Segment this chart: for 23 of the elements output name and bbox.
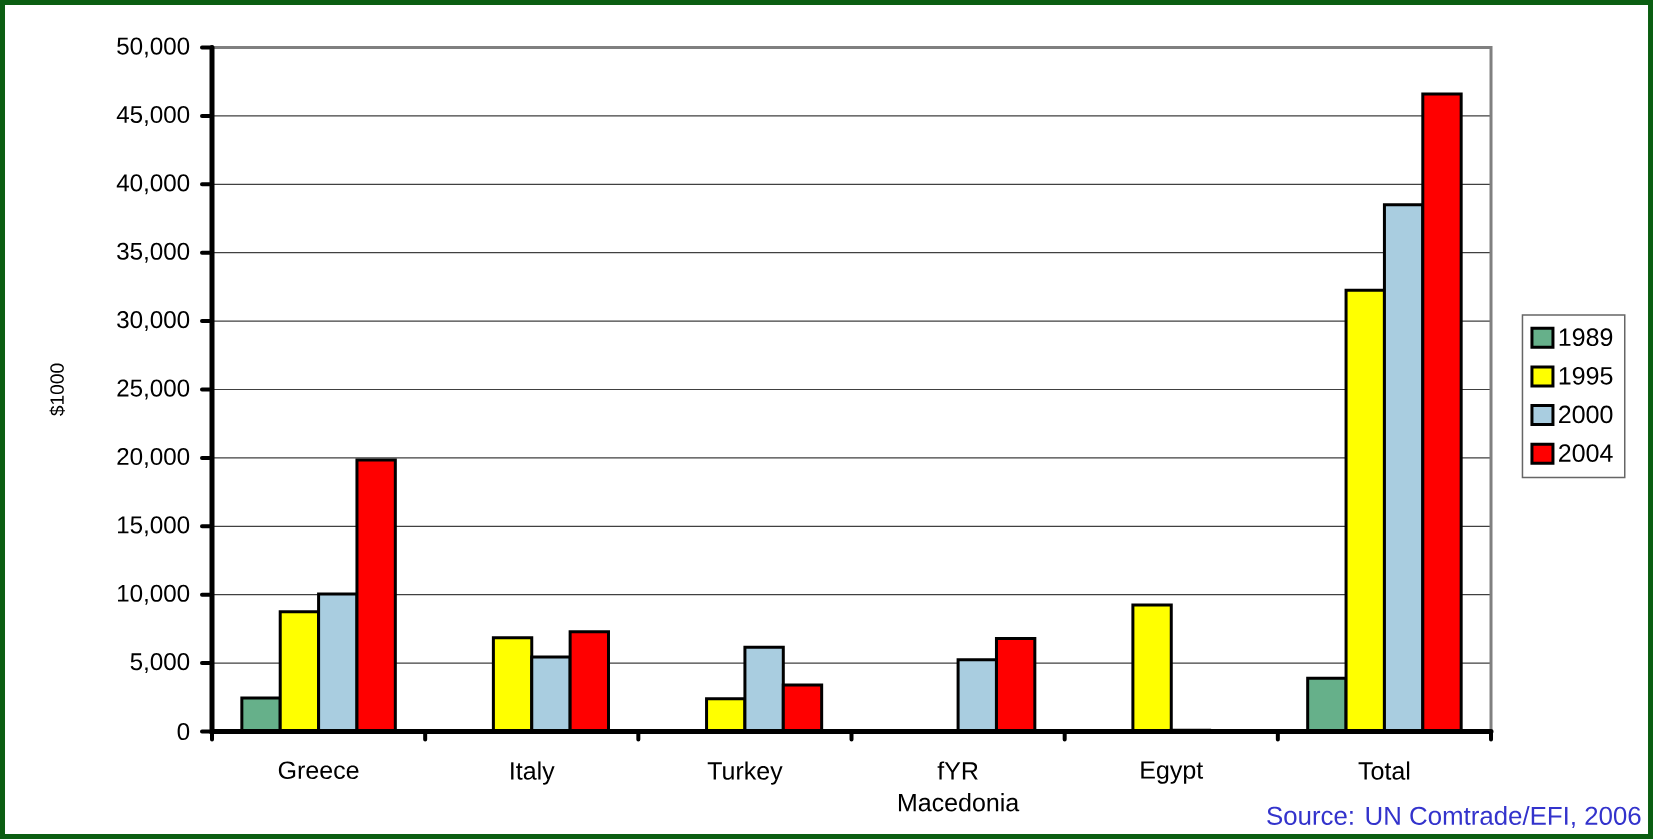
source-note: Source: UN Comtrade/EFI, 2006: [1267, 805, 1641, 828]
y-tick-label: 5,000: [130, 653, 190, 674]
y-tick-label: 15,000: [118, 516, 190, 537]
y-tick-label: 50,000: [117, 37, 190, 58]
y-tick-label: 40,000: [116, 174, 190, 195]
legend-label: 1995: [1559, 366, 1613, 385]
legend-label: 1989: [1559, 328, 1613, 347]
y-axis-title: $1000: [49, 363, 65, 416]
legend-label: 2000: [1559, 405, 1613, 424]
y-tick-label: 0: [177, 722, 190, 741]
x-tick-label: Greece: [278, 761, 359, 780]
legend-label: 2004: [1559, 444, 1613, 462]
x-tick-label: Italy: [511, 761, 555, 785]
x-tick-label: Turkey: [707, 761, 783, 785]
y-tick-label: 10,000: [118, 584, 190, 605]
y-tick-label: 35,000: [117, 242, 190, 263]
y-tick-label: 45,000: [116, 105, 190, 126]
x-tick-label: Total: [1358, 761, 1410, 780]
y-tick-label: 30,000: [117, 311, 190, 332]
x-tick-label: Egypt: [1141, 761, 1204, 784]
y-tick-label: 20,000: [117, 447, 190, 468]
x-tick-label: fYR Macedonia: [898, 761, 1020, 812]
y-tick-label: 25,000: [117, 379, 190, 400]
